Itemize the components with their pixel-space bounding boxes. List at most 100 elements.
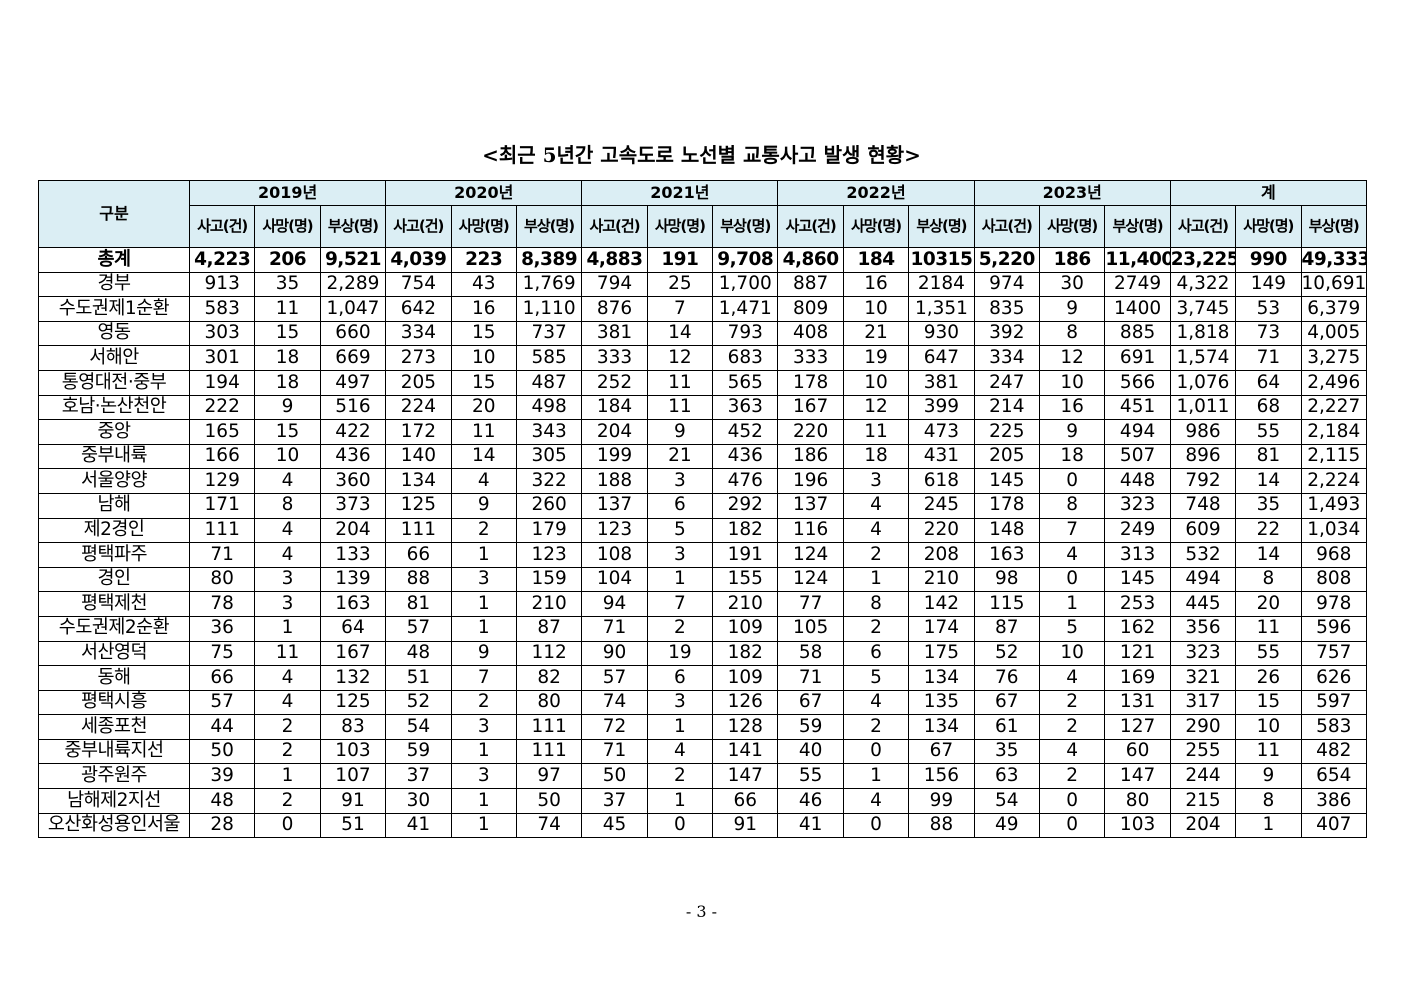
cell: 273 (385, 345, 452, 371)
cell: 80 (188, 566, 256, 593)
cell: 583 (1300, 714, 1367, 740)
cell: 2 (450, 689, 517, 716)
cell: 107 (319, 763, 387, 790)
cell: 129 (188, 468, 256, 494)
cell: 60 (1104, 738, 1171, 765)
cell: 124 (777, 542, 844, 568)
cell: 52 (973, 640, 1041, 667)
cell: 66 (712, 788, 779, 814)
cell: 3 (646, 468, 714, 494)
cell: 431 (908, 443, 975, 470)
cell: 67 (973, 689, 1041, 716)
cell: 3 (450, 566, 517, 593)
cell: 191 (712, 542, 779, 568)
cell: 155 (712, 566, 779, 593)
cell: 88 (385, 566, 452, 593)
cell: 11 (646, 394, 714, 421)
data-row: 경부 913 35 2,289 754 43 1,769 794 25 1,700 887 16 218… (38, 271, 1367, 298)
cell: 11 (1235, 615, 1302, 642)
data-row: 광주원주 39 1 107 37 3 97 50 2 147 55 1 156 63 2 147 244 9 654 (38, 763, 1367, 790)
cell: 131 (1104, 689, 1171, 716)
cell: 0 (1038, 788, 1106, 814)
cell: 18 (254, 345, 321, 371)
cell: 4 (254, 468, 321, 494)
cell: 81 (1235, 443, 1302, 470)
cell: 737 (515, 320, 583, 347)
row-label: 평택파주 (38, 542, 190, 568)
cell: 494 (1169, 566, 1237, 593)
cell: 182 (712, 517, 779, 544)
cell: 61 (973, 714, 1041, 740)
cell: 2 (450, 517, 517, 544)
cell: 184 (581, 394, 648, 421)
sub-header: 사망(명) (842, 205, 910, 248)
cell: 1,700 (712, 271, 779, 298)
cell: 1,076 (1169, 369, 1237, 396)
cell: 896 (1169, 443, 1237, 470)
cell: 809 (777, 296, 844, 322)
cell: 188 (581, 468, 648, 494)
cell: 0 (646, 812, 714, 839)
cell: 11 (254, 296, 321, 322)
cell: 20 (450, 394, 517, 421)
cell: 109 (712, 665, 779, 691)
cell: 4,039 (385, 247, 452, 273)
cell: 386 (1300, 788, 1367, 814)
cell: 2184 (908, 271, 975, 298)
sub-header: 사망(명) (450, 205, 517, 248)
row-label: 제2경인 (38, 517, 190, 544)
data-row: 오산화성용인서울 28 0 51 41 1 74 45 0 91 41 0 88 49 0 103 204 1 40… (38, 812, 1367, 839)
cell: 317 (1169, 689, 1237, 716)
cell: 476 (712, 468, 779, 494)
cell: 986 (1169, 419, 1237, 445)
cell: 363 (712, 394, 779, 421)
cell: 142 (908, 591, 975, 617)
cell: 199 (581, 443, 648, 470)
cell: 11 (646, 369, 714, 396)
cell: 167 (319, 640, 387, 667)
cell: 748 (1169, 492, 1237, 519)
cell: 35 (973, 738, 1041, 765)
cell: 147 (712, 763, 779, 790)
row-label: 중부내륙지선 (38, 738, 190, 765)
cell: 596 (1300, 615, 1367, 642)
cell: 3 (254, 591, 321, 617)
cell: 333 (777, 345, 844, 371)
cell: 220 (777, 419, 844, 445)
cell: 194 (188, 369, 256, 396)
cell: 204 (319, 517, 387, 544)
cell: 8 (1038, 320, 1106, 347)
cell: 516 (319, 394, 387, 421)
cell: 39 (188, 763, 256, 790)
cell: 133 (319, 542, 387, 568)
cell: 3 (646, 689, 714, 716)
cell: 163 (319, 591, 387, 617)
cell: 178 (973, 492, 1041, 519)
cell: 81 (385, 591, 452, 617)
row-label: 광주원주 (38, 763, 190, 790)
cell: 11 (842, 419, 910, 445)
cell: 8 (1038, 492, 1106, 519)
cell: 76 (973, 665, 1041, 691)
cell: 6 (646, 665, 714, 691)
cell: 4 (254, 542, 321, 568)
cell: 2 (1038, 689, 1106, 716)
cell: 162 (1104, 615, 1171, 642)
cell: 174 (908, 615, 975, 642)
cell: 186 (1038, 247, 1106, 273)
cell: 111 (515, 714, 583, 740)
cell: 128 (712, 714, 779, 740)
cell: 448 (1104, 468, 1171, 494)
data-row: 서산영덕 75 11 167 48 9 112 90 19 182 58 6 175 52 10 121 323… (38, 640, 1367, 667)
sub-header: 부상(명) (712, 205, 779, 248)
cell: 3 (646, 542, 714, 568)
row-label: 수도권제2순환 (38, 615, 190, 642)
cell: 126 (712, 689, 779, 716)
cell: 205 (973, 443, 1041, 470)
cell: 1,493 (1300, 492, 1367, 519)
cell: 66 (385, 542, 452, 568)
cell: 303 (188, 320, 256, 347)
cell: 292 (712, 492, 779, 519)
cell: 647 (908, 345, 975, 371)
cell: 5,220 (973, 247, 1041, 273)
